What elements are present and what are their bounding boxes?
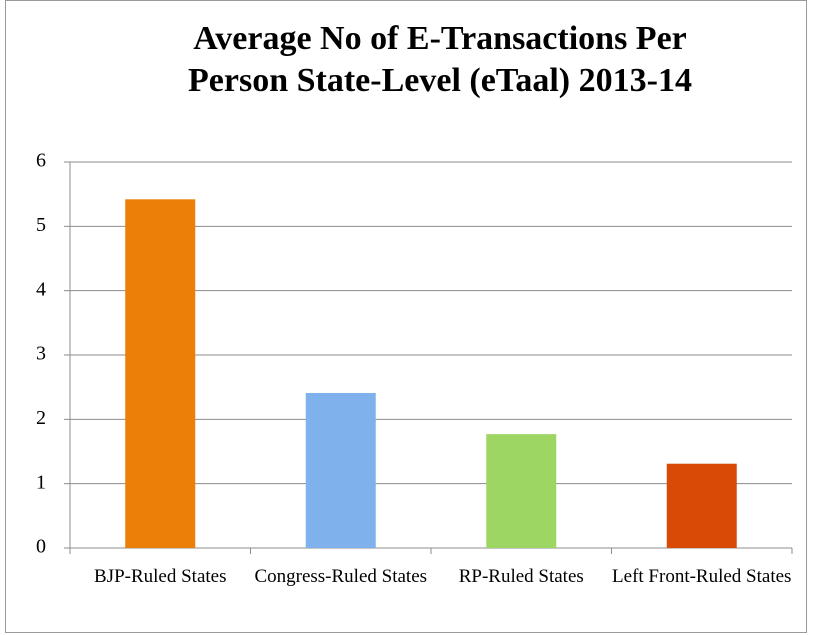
x-tick-label: BJP-Ruled States [94,566,227,587]
bar [305,392,376,548]
y-tick-label: 6 [36,150,46,172]
y-tick-label: 2 [36,407,46,429]
bar [666,463,737,548]
x-tick-label: RP-Ruled States [458,566,584,587]
y-tick-label: 0 [36,536,46,558]
y-tick-label: 3 [36,343,46,365]
y-tick-label: 5 [36,214,46,236]
chart-frame [5,0,807,633]
x-tick-label: Congress-Ruled States [254,566,428,587]
bar [486,434,557,548]
y-tick-label: 1 [36,471,46,493]
x-tick-label: Left Front-Ruled States [612,566,792,587]
y-tick-label: 4 [36,278,46,300]
bar [125,199,196,548]
chart-title: Average No of E-Transactions Per Person … [188,20,692,99]
